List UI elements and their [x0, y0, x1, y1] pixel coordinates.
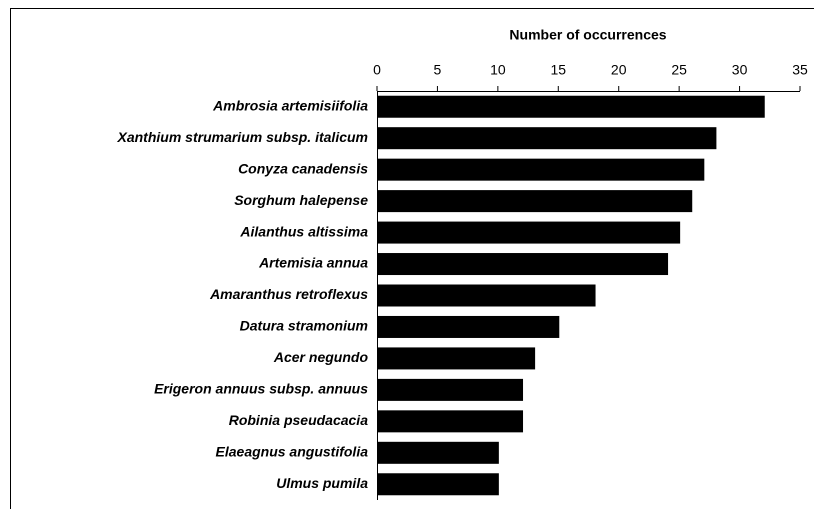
bar — [378, 158, 705, 181]
x-tick-label: 5 — [434, 62, 442, 78]
x-tick-label: 15 — [550, 62, 566, 78]
bar — [378, 127, 717, 150]
x-tick-label: 20 — [611, 62, 627, 78]
y-tick-label: Erigeron annuus subsp. annuus — [154, 381, 368, 397]
x-tick-label: 30 — [732, 62, 748, 78]
bar — [378, 315, 560, 338]
y-tick-label: Ailanthus altissima — [239, 223, 368, 239]
bar — [378, 378, 524, 401]
y-tick-label: Xanthium strumarium subsp. italicum — [117, 129, 369, 145]
x-tick-label: 10 — [490, 62, 506, 78]
y-tick-label: Artemisia annua — [258, 255, 368, 271]
bar — [378, 284, 596, 307]
y-tick-label: Acer negundo — [273, 349, 369, 365]
x-tick-label: 35 — [792, 62, 808, 78]
bar — [378, 347, 536, 370]
bar — [378, 221, 681, 244]
bar — [378, 410, 524, 433]
y-tick-label: Ambrosia artemisiifolia — [212, 97, 368, 113]
bar — [378, 473, 499, 496]
bar — [378, 95, 765, 118]
bar — [378, 190, 693, 213]
x-tick-label: 0 — [373, 62, 381, 78]
axis-title: Number of occurrences — [509, 27, 666, 43]
y-tick-label: Amaranthus retroflexus — [209, 286, 368, 302]
y-tick-label: Sorghum halepense — [234, 192, 368, 208]
y-tick-label: Elaeagnus angustifolia — [216, 444, 369, 460]
x-tick-label: 25 — [671, 62, 687, 78]
frame — [10, 8, 814, 509]
y-tick-label: Conyza canadensis — [238, 160, 368, 176]
bar — [378, 253, 669, 276]
y-tick-label: Datura stramonium — [240, 318, 368, 334]
bar — [378, 441, 499, 464]
y-tick-label: Robinia pseudacacia — [229, 412, 368, 428]
y-tick-label: Ulmus pumila — [276, 475, 368, 491]
